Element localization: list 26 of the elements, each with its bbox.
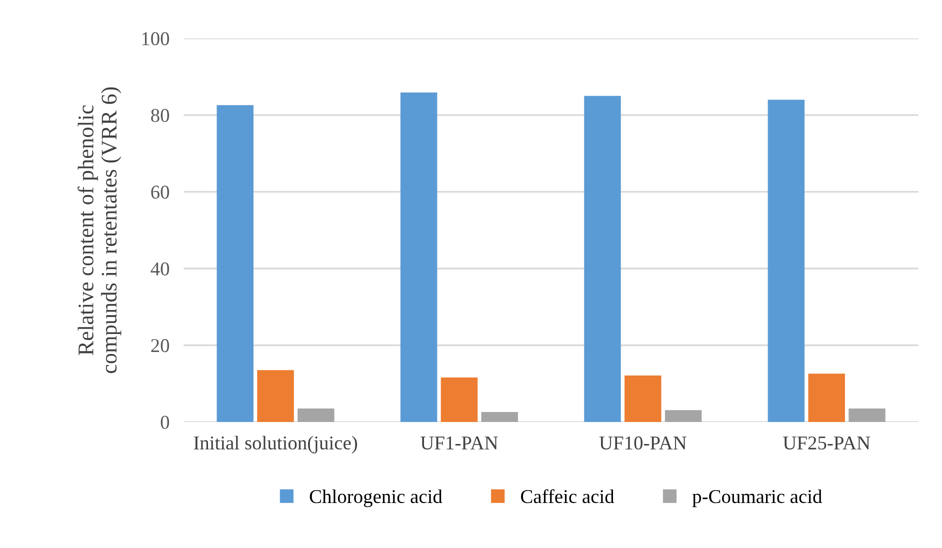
bar: [481, 412, 518, 422]
x-tick-label: UF10-PAN: [599, 436, 686, 450]
bar: [584, 96, 621, 422]
bar: [440, 377, 478, 422]
bar: [400, 92, 438, 422]
bar: [298, 408, 334, 422]
y-tick-label: 60: [151, 186, 170, 199]
legend-label: Caffeic acid: [521, 489, 614, 504]
y-tick-label: 20: [151, 339, 170, 352]
y-tick-label: 0: [160, 416, 170, 429]
bar: [848, 408, 886, 422]
x-tick-label: UF25-PAN: [783, 436, 870, 450]
y-tick-label: 100: [142, 32, 170, 46]
x-tick-label: UF1-PAN: [420, 436, 498, 450]
bar: [216, 105, 254, 422]
y-tick-label: 40: [150, 262, 170, 276]
y-axis-title: Relative content of phenolic compunds in retentates (VRR 6): [78, 87, 122, 374]
bar: [768, 100, 805, 422]
bar: [257, 370, 294, 422]
bar: [624, 376, 662, 422]
y-tick-label: 80: [151, 108, 170, 122]
bar: [808, 374, 845, 422]
legend-label: Chlorogenic acid: [310, 489, 442, 508]
legend-label: p-Coumaric acid: [692, 489, 822, 508]
x-tick-label: Initial solution(juice): [194, 436, 358, 454]
bar: [664, 410, 702, 422]
